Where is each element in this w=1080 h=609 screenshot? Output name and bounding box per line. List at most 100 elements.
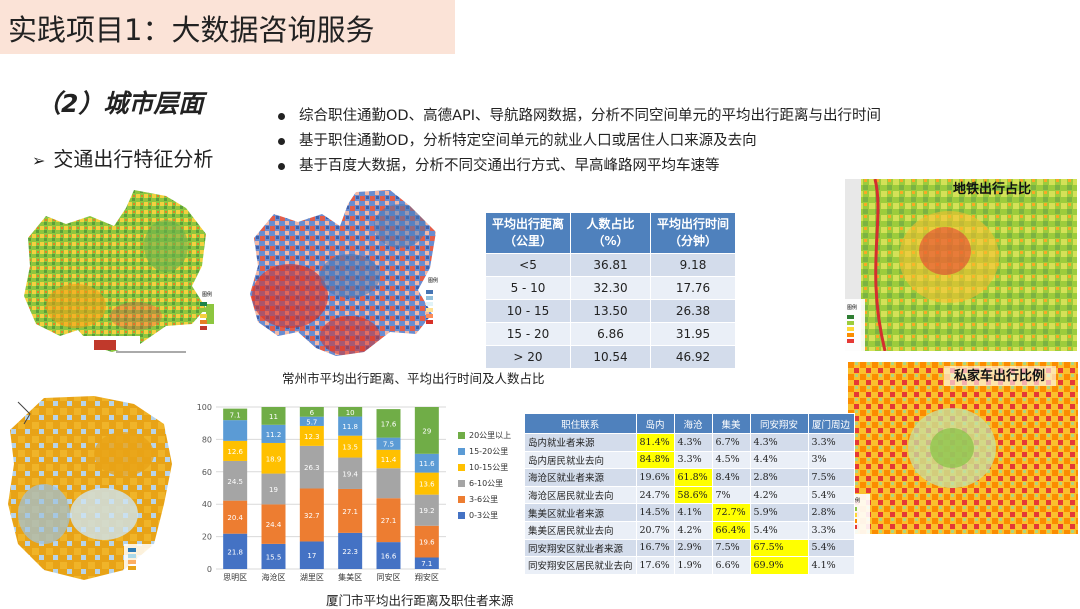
value-cell: 19.6% [635,468,675,487]
table-header-cell: 平均出行时间 （分钟） [650,212,736,254]
commute-source-table: 职住联系 岛内 海沧 集美 同安翔安 厦门周边 岛内就业者来源 81.4% 4.3%… [524,413,855,575]
bar-data-label: 13.6 [419,481,435,489]
bar-data-label: 29 [422,427,431,435]
legend-title: 图例 [428,277,438,284]
bullet-item: 综合职住通勤OD、高德API、导航路网数据，分析不同空间单元的平均出行距离与出行… [278,104,881,129]
x-tick-label: 思明区 [223,573,247,582]
bar-segment [376,409,401,438]
value-cell: 8.4% [711,468,751,487]
changzhou-caption: 常州市平均出行距离、平均出行时间及人数占比 [282,371,545,386]
value-cell: 84.8% [635,450,675,470]
legend-swatch [458,496,465,503]
value-cell: 7% [711,485,751,505]
bar-data-label: 19.4 [342,470,358,478]
legend-label: 20公里以上 [469,431,511,440]
car-ratio-map: 私家车出行比例 图例 [848,362,1078,534]
sub-heading-text: 交通出行特征分析 [53,147,214,171]
map-legend [124,544,156,576]
map-legend: 图例 [426,277,438,324]
bar-segment [223,500,248,534]
bullet-dot-icon [278,112,285,120]
bar-segment [261,407,286,425]
bar-segment [338,435,363,458]
table-header-cell: 同安翔安 [749,413,809,434]
bullet-item: 基于百度大数据，分析不同交通出行方式、早高峰路网平均车速等 [278,154,881,179]
value-cell: 5.4% [749,520,809,540]
bar-segment [414,472,439,495]
bullet-dot-icon [278,137,285,145]
xiamen-distance-chart: 0 20 40 60 80 100 21.8 20.4 24.5 12.6 7.1 思明区 15.5 24… [190,398,520,588]
table-row: 集美区就业者来源 14.5% 4.1% 72.7% 5.9% 2.8% [524,503,855,522]
bar-segment [414,494,439,526]
legend-label: 3-6公里 [469,495,498,504]
value-cell: 1.9% [673,556,713,575]
bar-segment [299,407,324,417]
value-cell: 7.5% [807,468,855,487]
table-row: 海沧区就业者来源 19.6% 61.8% 8.4% 2.8% 7.5% [524,468,855,487]
bar-segment [261,424,286,443]
value-cell: 2.8% [749,468,809,487]
stacked-bar-chart: 0 20 40 60 80 100 21.8 20.4 24.5 12.6 7.1 思明区 15.5 24… [197,403,511,582]
value-cell: 3.3% [673,450,713,470]
legend-title: 图例 [847,304,857,311]
bar-segment [223,408,248,421]
value-cell: 6.7% [711,433,751,452]
value-cell: 66.4% [711,520,751,540]
value-cell: 58.6% [673,485,713,505]
value-cell: 2.8% [807,503,855,522]
value-cell: 72.7% [711,503,751,522]
row-label-cell: 海沧区就业者来源 [524,468,637,487]
value-cell: 3% [807,450,855,470]
map-legend: 图例 [200,291,212,330]
value-cell: 3.3% [807,520,855,540]
row-label-cell: 同安翔安区就业者来源 [524,538,637,558]
row-label-cell: 集美区就业者来源 [524,503,637,522]
bar-data-label: 10 [346,409,355,417]
bar-data-label: 11.4 [381,456,397,464]
bar-data-label: 18.9 [266,455,282,463]
bar-data-label: 20.4 [227,514,243,522]
bar-data-label: 11.6 [419,460,435,468]
table-header-cell: 海沧 [673,413,713,434]
value-cell: 3.3% [807,433,855,452]
table-header-cell: 平均出行距离 （公里） [485,212,571,254]
bar-data-label: 26.3 [304,464,320,472]
value-cell: 24.7% [635,485,675,505]
bar-segment [376,449,401,469]
legend-label: 0-3公里 [469,511,498,520]
bar-segment [376,437,401,450]
bar-segment [414,525,439,558]
legend-title: 图例 [850,497,860,504]
bar-data-label: 11.2 [266,431,282,439]
table-row: > 20 10.54 46.92 [485,345,736,369]
y-tick-label: 20 [202,533,212,542]
bar-segment [376,468,401,499]
x-tick-label: 翔安区 [415,572,439,582]
legend-swatch [458,432,465,439]
value-cell: 5.4% [807,538,855,558]
table-header-cell: 职住联系 [524,413,637,434]
changzhou-time-map: 图例 [240,186,460,358]
car-map-title: 私家车出行比例 [954,368,1045,384]
bar-segment [261,442,286,474]
bar-data-label: 12.3 [304,433,320,441]
bar-segment [223,440,248,461]
bar-segment [338,416,363,436]
bar-segment [338,532,363,569]
bar-data-label: 7.1 [230,411,241,419]
table-row: 5 - 10 32.30 17.76 [485,276,736,300]
table-row: 集美区居民就业去向 20.7% 4.2% 66.4% 5.4% 3.3% [524,520,855,540]
x-tick-label: 集美区 [338,572,362,582]
table-row: 15 - 20 6.86 31.95 [485,322,736,346]
value-cell: 5.9% [749,503,809,522]
section-heading: （2）城市层面 [36,89,204,118]
legend-swatch [458,480,465,487]
bar-segment [261,473,286,505]
bar-segment [299,416,324,426]
xiamen-caption: 厦门市平均出行距离及职住者来源 [326,593,514,608]
bar-data-label: 27.1 [381,517,397,525]
arrow-bullet-icon: ➢ [32,151,46,170]
value-cell: 61.8% [673,468,713,487]
table-row: 岛内就业者来源 81.4% 4.3% 6.7% 4.3% 3.3% [524,433,855,452]
x-tick-label: 湖里区 [300,573,324,582]
